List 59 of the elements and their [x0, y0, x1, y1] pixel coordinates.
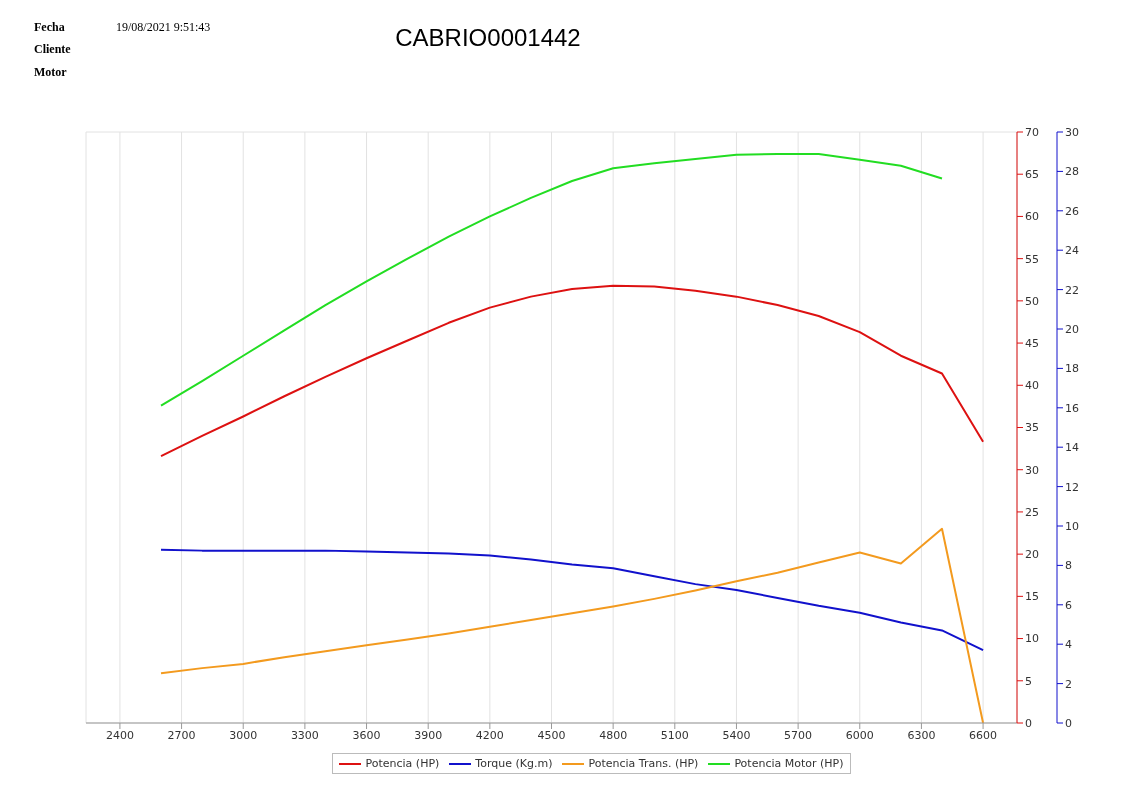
- y2-tick-label: 22: [1065, 283, 1079, 297]
- y2-tick-label: 28: [1065, 165, 1079, 179]
- x-tick-label: 3300: [290, 728, 319, 742]
- y2-tick-label: 6: [1065, 598, 1072, 612]
- y-tick-label: 25: [1025, 505, 1039, 519]
- legend-label: Potencia Motor (HP): [734, 757, 844, 770]
- text: Motor: [34, 65, 67, 80]
- y-tick-label: 60: [1025, 210, 1039, 224]
- y2-tick-label: 16: [1065, 401, 1079, 415]
- y-tick-label: 35: [1025, 421, 1039, 435]
- y2-tick-label: 24: [1065, 244, 1079, 258]
- x-tick-label: 2400: [105, 728, 134, 742]
- y-tick-label: 20: [1025, 548, 1039, 562]
- y2-tick-label: 30: [1065, 125, 1079, 139]
- legend-label: Potencia (HP): [365, 757, 440, 770]
- y-tick-label: 50: [1025, 294, 1039, 308]
- y2-tick-label: 18: [1065, 362, 1079, 376]
- y-tick-label: 15: [1025, 590, 1039, 604]
- y2-tick-label: 20: [1065, 322, 1079, 336]
- x-tick-label: 3900: [414, 728, 443, 742]
- y2-tick-label: 2: [1065, 677, 1072, 691]
- x-tick-label: 6000: [845, 728, 874, 742]
- x-tick-label: 5100: [660, 728, 689, 742]
- y2-tick-label: 26: [1065, 204, 1079, 218]
- legend-label: Torque (Kg.m): [475, 757, 553, 770]
- x-tick-label: 2700: [167, 728, 196, 742]
- x-tick-label: 6600: [969, 728, 998, 742]
- x-tick-label: 4800: [599, 728, 628, 742]
- text: 19/08/2021 9:51:43: [116, 20, 211, 35]
- y-tick-label: 70: [1025, 125, 1039, 139]
- y2-tick-label: 12: [1065, 480, 1079, 494]
- x-tick-label: 5700: [784, 728, 813, 742]
- x-tick-label: 4500: [537, 728, 566, 742]
- chart-title: CABRIO0001442: [395, 24, 581, 51]
- y-tick-label: 0: [1025, 716, 1032, 730]
- y-tick-label: 55: [1025, 252, 1039, 266]
- y-tick-label: 40: [1025, 379, 1039, 393]
- y2-tick-label: 8: [1065, 559, 1072, 573]
- x-tick-label: 6300: [907, 728, 936, 742]
- x-tick-label: 3000: [229, 728, 258, 742]
- x-tick-label: 4200: [475, 728, 504, 742]
- y-tick-label: 30: [1025, 463, 1039, 477]
- text: Cliente: [34, 42, 71, 57]
- y-tick-label: 65: [1025, 168, 1039, 182]
- line-series: [160, 527, 985, 723]
- y2-tick-label: 4: [1065, 638, 1072, 652]
- x-tick-label: 3600: [352, 728, 381, 742]
- line-series: [160, 152, 943, 407]
- legend-label: Potencia Trans. (HP): [588, 757, 699, 770]
- y-tick-label: 5: [1025, 674, 1032, 688]
- text: Fecha: [34, 20, 65, 35]
- line-series: [160, 548, 985, 652]
- y2-tick-label: 14: [1065, 441, 1079, 455]
- x-tick-label: 5400: [722, 728, 751, 742]
- y2-tick-label: 10: [1065, 519, 1079, 533]
- y2-tick-label: 0: [1065, 716, 1072, 730]
- y-tick-label: 45: [1025, 336, 1039, 350]
- y-tick-label: 10: [1025, 632, 1039, 646]
- line-series: [160, 284, 985, 458]
